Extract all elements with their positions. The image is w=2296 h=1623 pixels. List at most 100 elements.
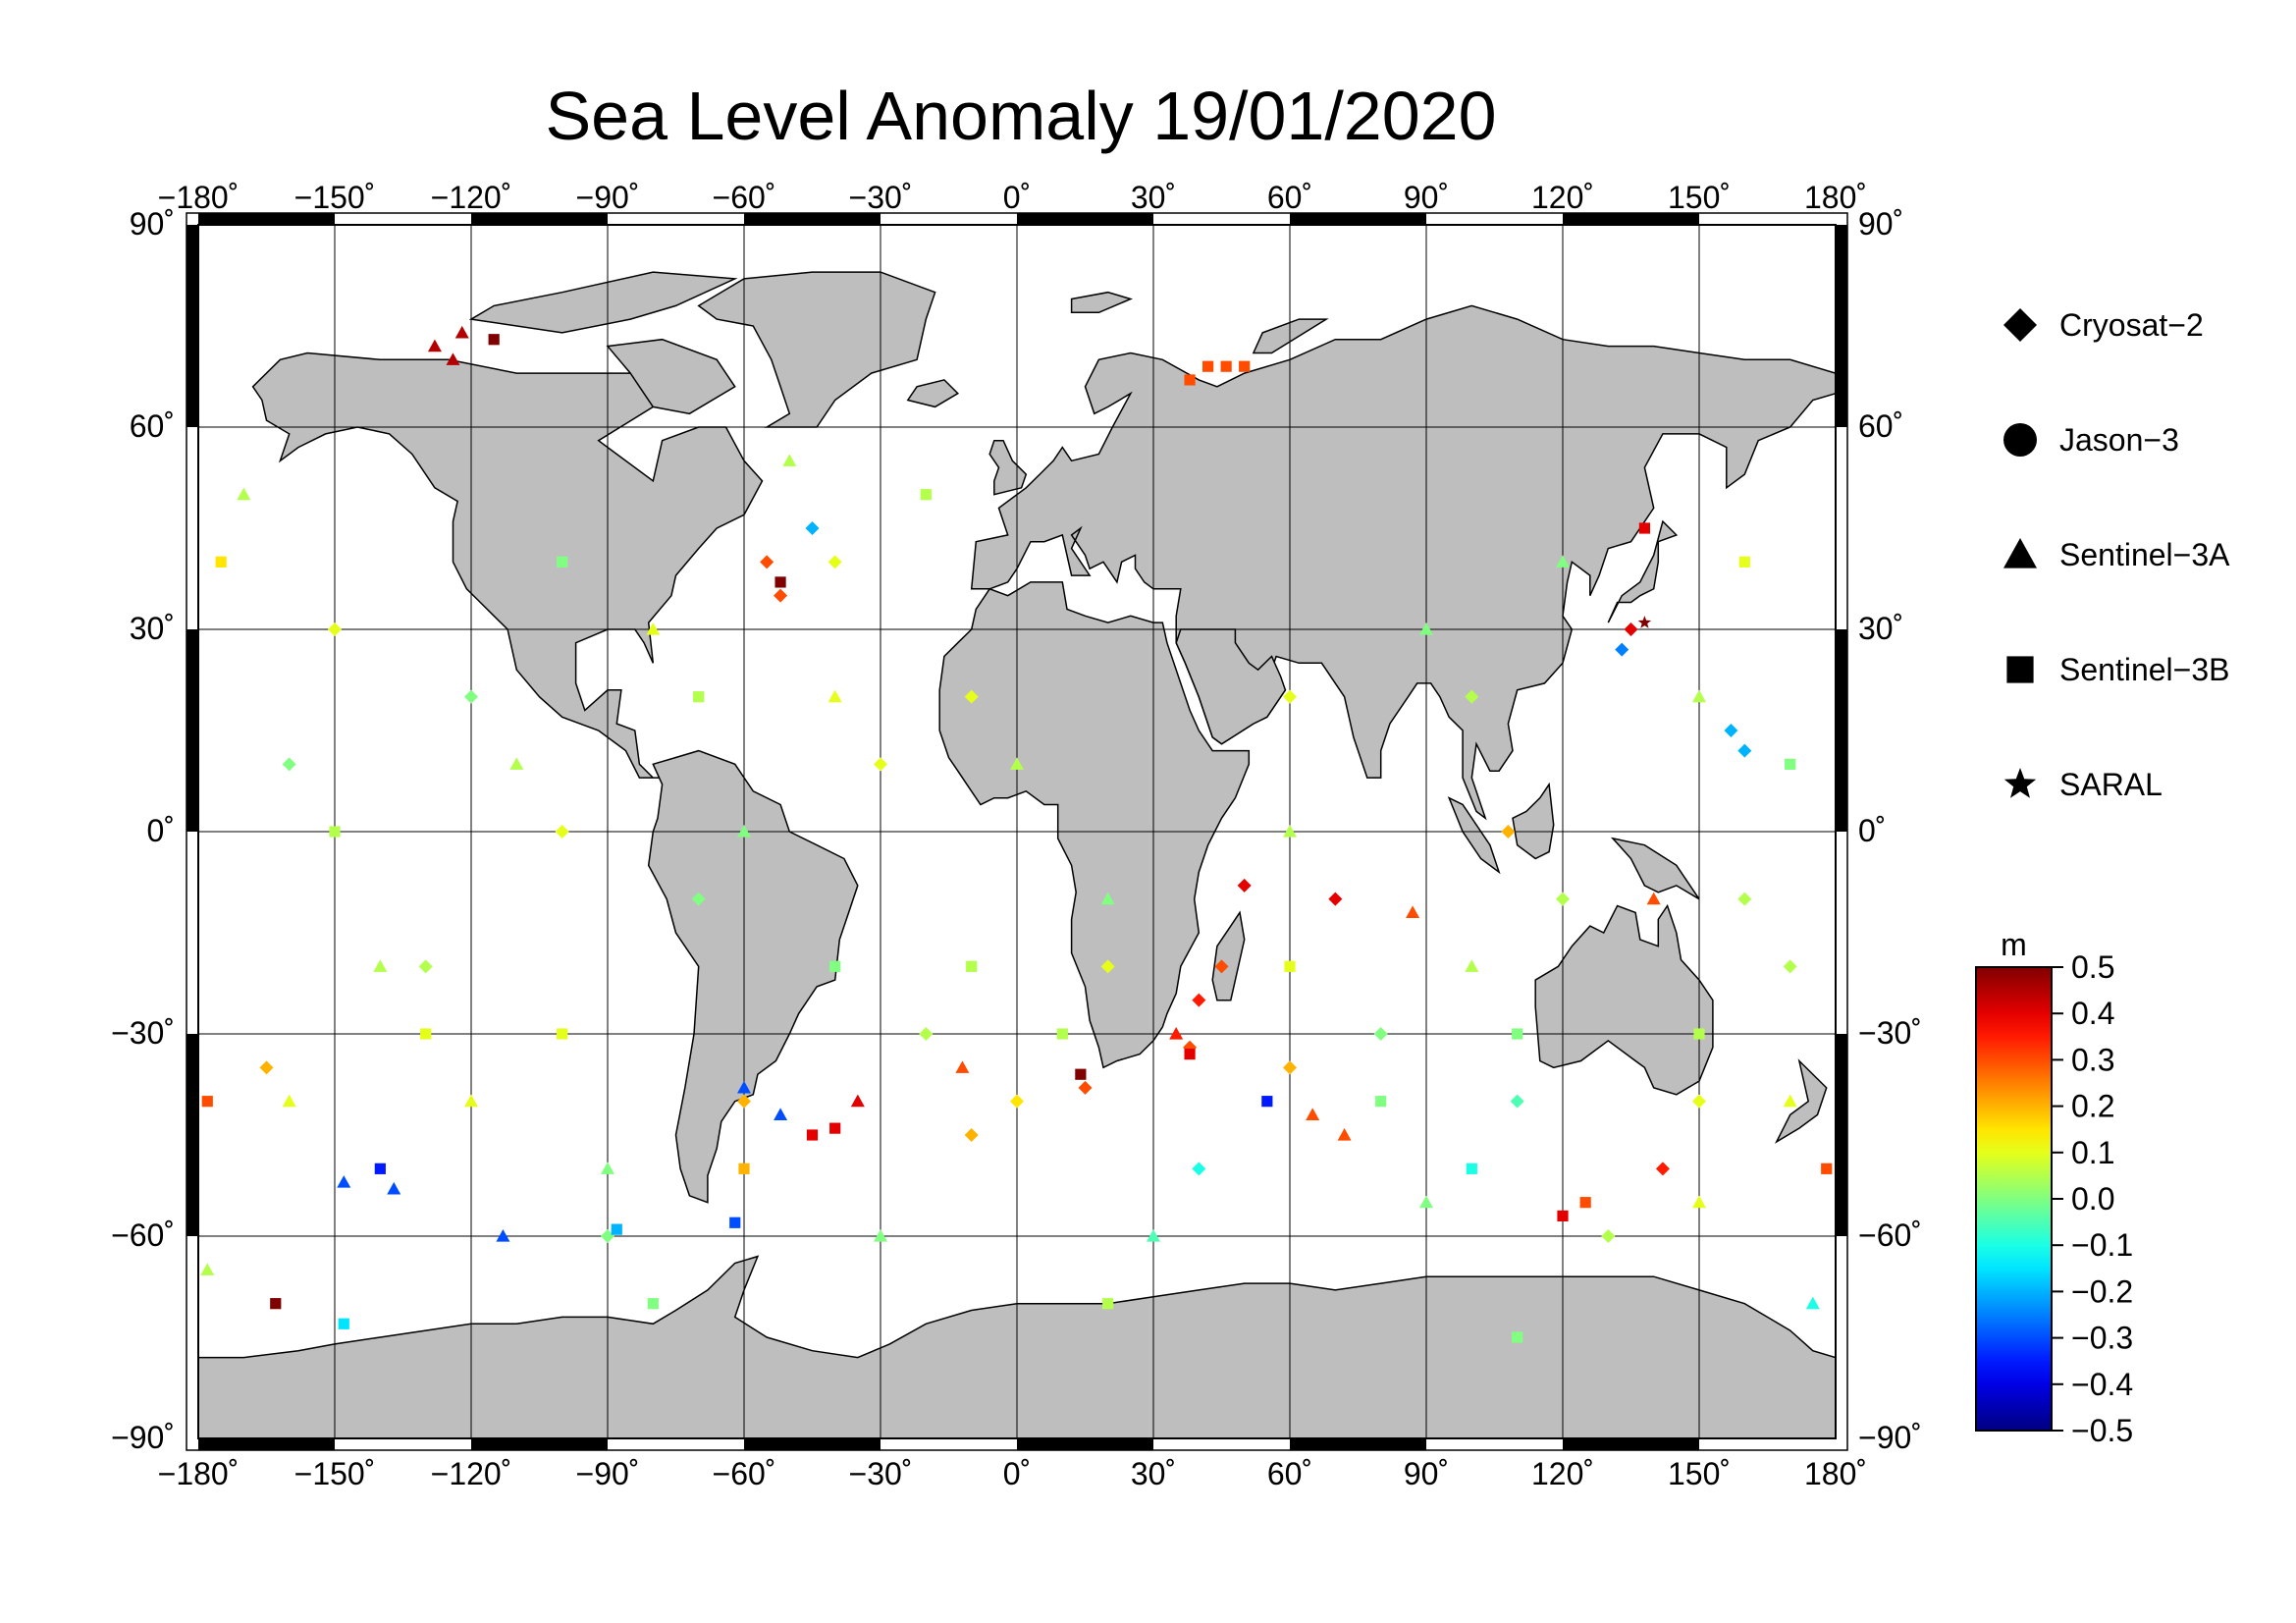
data-point-square [1102,1298,1114,1310]
data-point-diamond [964,1128,979,1142]
lon-tick-label-bottom: −150˚ [294,1456,376,1491]
data-point-triangle [1406,905,1420,918]
data-point-diamond [1100,959,1115,974]
altimetry-points [200,325,1833,1343]
data-point-square [1512,1331,1523,1343]
land-japan [1607,519,1679,623]
lon-tick-label-top: 60˚ [1267,180,1312,215]
data-point-square [329,826,341,838]
data-point-diamond [1237,878,1252,893]
data-point-triangle [1805,1296,1820,1310]
data-point-diamond [760,555,774,569]
border-bar-top [744,213,881,225]
border-bar-bottom [198,1438,335,1450]
map-title: Sea Level Anomaly 19/01/2020 [545,78,1497,154]
border-bar-top [1290,213,1426,225]
data-point-triangle [782,454,797,466]
data-point-square [829,960,841,972]
lon-tick-label-top: −120˚ [431,180,512,215]
data-point-square [215,556,227,568]
legend-label: Cryosat−2 [2059,307,2204,343]
data-point-triangle [200,1263,215,1275]
data-point-square [488,334,500,346]
data-point-diamond [828,555,842,569]
data-point-diamond [1724,724,1738,737]
data-point-triangle [1100,892,1115,905]
data-point-square [1202,360,1214,372]
data-point-square [966,960,978,972]
lon-tick-label-top: 30˚ [1131,180,1176,215]
lon-tick-label-top: 180˚ [1804,180,1867,215]
data-point-square [1579,1197,1591,1209]
data-point-square [557,1028,568,1040]
lon-tick-label-bottom: −120˚ [431,1456,512,1491]
data-point-square [1239,360,1251,372]
colorbar-tick-label: −0.5 [2071,1413,2133,1448]
data-point-triangle [1556,555,1570,568]
legend-marker-circle [2003,423,2037,457]
land-borneo [1512,782,1555,860]
lon-tick-label-top: −90˚ [576,180,640,215]
data-point-triangle [774,1108,788,1120]
data-point-square [1220,360,1232,372]
data-point-diamond [1078,1080,1093,1095]
data-point-diamond [1328,892,1343,906]
lat-tick-label-right: −60˚ [1858,1217,1922,1253]
lon-tick-label-top: −30˚ [849,180,913,215]
legend-marker-diamond [2003,308,2037,342]
data-point-square [420,1028,432,1040]
data-point-diamond [774,588,788,603]
data-point-square [829,1122,841,1134]
data-point-diamond [259,1060,274,1075]
data-point-square [1557,1210,1569,1221]
data-point-square [693,691,705,703]
data-point-diamond [1283,689,1297,704]
data-point-triangle [1010,757,1024,770]
data-point-diamond [1010,1094,1024,1109]
data-point-diamond [919,1027,934,1041]
data-point-square [647,1298,659,1310]
lat-tick-label-left: 60˚ [130,408,175,444]
data-point-triangle [955,1060,970,1073]
colorbar-unit: m [2001,927,2027,962]
data-point-triangle [1783,1094,1797,1108]
data-point-triangle [828,689,842,703]
data-point-triangle [337,1175,351,1188]
data-point-square [374,1163,386,1174]
data-point-square [1184,374,1196,386]
land-new-zealand [1774,1058,1828,1144]
data-point-square [729,1217,741,1228]
data-point-square [338,1318,349,1329]
colorbar-tick-label: 0.2 [2071,1089,2114,1124]
data-point-triangle [1692,1195,1706,1209]
lon-tick-label-bottom: −180˚ [158,1456,240,1491]
data-point-square [1466,1163,1477,1174]
data-point-square [1512,1028,1523,1040]
colorbar-tick-label: −0.4 [2071,1367,2133,1402]
data-point-diamond [691,892,706,906]
data-point-square [738,1163,750,1174]
lat-tick-label-right: 0˚ [1858,813,1886,848]
colorbar-tick-label: −0.3 [2071,1321,2133,1356]
legend: Cryosat−2 Jason−3 Sentinel−3A Sentinel−3B SA… [2003,307,2230,802]
data-point-square [774,576,786,588]
legend-label: SARAL [2059,767,2163,802]
data-point-triangle [1147,1229,1160,1242]
lat-tick-label-left: −30˚ [111,1015,175,1051]
border-bar-top [471,213,608,225]
lat-tick-label-left: −60˚ [111,1217,175,1253]
lon-tick-label-bottom: 120˚ [1531,1456,1594,1491]
lon-tick-label-top: 90˚ [1404,180,1449,215]
colorbar-tick-label: −0.1 [2071,1227,2133,1263]
lat-tick-label-right: −30˚ [1858,1015,1922,1051]
data-point-square [1821,1163,1833,1174]
land-greenland [697,271,936,428]
land-svalbard [1070,291,1134,314]
land-madagascar [1211,910,1246,1001]
data-point-triangle [1419,1195,1433,1209]
data-point-diamond [874,757,887,772]
border-bar-bottom [1017,1438,1153,1450]
colorbar-tick-label: −0.2 [2071,1273,2133,1309]
land-arabia [1175,628,1287,745]
